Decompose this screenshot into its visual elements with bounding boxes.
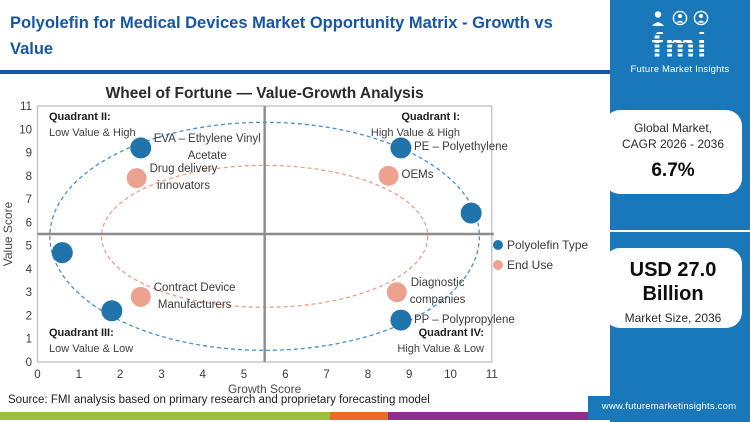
x-tick-label: 5 bbox=[241, 369, 247, 381]
footer-stripe bbox=[0, 412, 612, 420]
quadrant-label: Quadrant IV: bbox=[419, 327, 484, 339]
footer-stripe-purple bbox=[388, 412, 612, 420]
data-point bbox=[51, 242, 73, 264]
chart-title: Wheel of Fortune — Value-Growth Analysis bbox=[106, 85, 424, 102]
x-tick-label: 10 bbox=[444, 369, 457, 381]
x-tick-label: 4 bbox=[199, 369, 206, 381]
quadrant-sublabel: Low Value & Low bbox=[49, 343, 133, 355]
data-point bbox=[378, 165, 399, 186]
legend-label: End Use bbox=[507, 258, 553, 272]
data-point bbox=[101, 300, 123, 322]
footer-stripe-orange bbox=[330, 412, 388, 420]
y-tick-label: 6 bbox=[26, 217, 32, 229]
cagr-label-line2: CAGR 2026 - 2036 bbox=[621, 137, 725, 151]
quadrant-label: Quadrant I: bbox=[401, 111, 460, 123]
sidebar-separator bbox=[600, 230, 750, 232]
data-point bbox=[130, 286, 151, 307]
y-tick-label: 2 bbox=[26, 310, 32, 322]
x-tick-label: 0 bbox=[34, 369, 40, 381]
quadrant-sublabel: High Value & High bbox=[371, 127, 460, 139]
y-tick-label: 5 bbox=[26, 241, 32, 253]
y-tick-label: 3 bbox=[26, 287, 32, 299]
quadrant-sublabel: High Value & Low bbox=[397, 343, 484, 355]
cagr-card: Global Market, CAGR 2026 - 2036 6.7% bbox=[604, 110, 742, 194]
y-tick-label: 0 bbox=[26, 357, 32, 369]
data-point bbox=[126, 168, 147, 189]
legend-swatch bbox=[493, 240, 503, 250]
y-tick-label: 9 bbox=[26, 148, 32, 160]
y-axis-title: Value Score bbox=[1, 201, 15, 266]
x-tick-label: 1 bbox=[76, 369, 82, 381]
header: Polyolefin for Medical Devices Market Op… bbox=[0, 0, 612, 70]
cagr-value: 6.7% bbox=[651, 160, 695, 181]
quadrant-label: Quadrant II: bbox=[49, 111, 111, 123]
y-tick-label: 11 bbox=[20, 101, 32, 113]
market-size-label: Market Size, 2036 bbox=[624, 311, 722, 325]
legend-swatch bbox=[493, 260, 503, 270]
quadrant-label: Quadrant III: bbox=[49, 327, 114, 339]
source-text: Source: FMI analysis based on primary re… bbox=[8, 394, 430, 406]
fmi-logo: fmi Future Market Insights bbox=[610, 10, 750, 75]
y-tick-label: 4 bbox=[26, 264, 33, 276]
x-tick-label: 6 bbox=[282, 369, 288, 381]
people-icon bbox=[610, 10, 750, 31]
sidebar: fmi Future Market Insights Global Market… bbox=[588, 0, 750, 422]
x-axis-title: Growth Score bbox=[228, 382, 302, 396]
footer-stripe-green bbox=[0, 412, 330, 420]
source-note: Source: FMI analysis based on primary re… bbox=[8, 394, 588, 406]
x-tick-label: 11 bbox=[486, 369, 498, 381]
scatter-chart: Wheel of Fortune — Value-Growth Analysis… bbox=[1, 85, 588, 396]
data-point bbox=[386, 282, 407, 303]
website-url: www.futuremarketinsights.com bbox=[601, 401, 737, 412]
legend-label: Polyolefin Type bbox=[507, 238, 588, 252]
cagr-label-line1: Global Market, bbox=[633, 121, 713, 135]
chart-area: Wheel of Fortune — Value-Growth Analysis… bbox=[0, 80, 612, 396]
market-size-value-line1: USD 27.0 bbox=[629, 259, 717, 281]
data-point bbox=[390, 309, 412, 331]
y-tick-label: 10 bbox=[19, 124, 32, 136]
page-title: Polyolefin for Medical Devices Market Op… bbox=[10, 14, 553, 58]
data-point bbox=[460, 202, 482, 224]
fmi-caption: Future Market Insights bbox=[630, 64, 730, 75]
header-divider bbox=[0, 70, 612, 74]
market-size-card: USD 27.0 Billion Market Size, 2036 bbox=[604, 248, 742, 328]
x-tick-label: 8 bbox=[365, 369, 371, 381]
data-point bbox=[390, 137, 412, 159]
y-tick-label: 8 bbox=[26, 171, 32, 183]
x-tick-label: 7 bbox=[323, 369, 329, 381]
y-tick-label: 1 bbox=[26, 334, 32, 346]
fmi-brand-text: fmi bbox=[647, 29, 713, 63]
market-size-value-line2: Billion bbox=[642, 283, 704, 305]
x-tick-label: 2 bbox=[117, 369, 123, 381]
y-tick-label: 7 bbox=[26, 194, 32, 206]
x-tick-label: 9 bbox=[406, 369, 412, 381]
data-point bbox=[130, 137, 152, 159]
brand-stripes bbox=[647, 31, 713, 61]
x-tick-label: 3 bbox=[158, 369, 164, 381]
quadrant-sublabel: Low Value & High bbox=[49, 127, 136, 139]
website-bar: www.futuremarketinsights.com bbox=[588, 396, 750, 420]
